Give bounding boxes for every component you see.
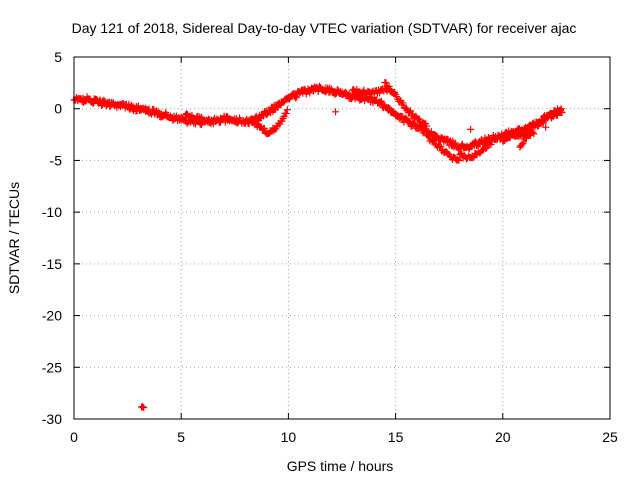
data-point — [437, 142, 445, 150]
plot-frame — [73, 56, 611, 420]
data-point — [544, 114, 552, 122]
data-point — [250, 117, 258, 125]
data-point — [429, 136, 437, 144]
y-tick-labels: -30 -25 -20 -15 -10 -5 0 5 — [42, 49, 62, 427]
data-point — [406, 118, 414, 126]
y-tick-label: -15 — [42, 256, 62, 272]
x-tick-label: 15 — [388, 429, 404, 445]
data-point — [385, 82, 393, 90]
data-point — [526, 127, 534, 135]
y-axis-label: SDTVAR / TECUs — [6, 182, 22, 294]
data-point — [332, 108, 340, 116]
axes — [73, 56, 611, 420]
y-tick-label: -20 — [42, 308, 62, 324]
data-point — [430, 137, 438, 145]
data-point — [283, 106, 291, 114]
x-tick-label: 25 — [602, 429, 618, 445]
data-point — [469, 154, 477, 162]
data-point — [282, 110, 290, 118]
y-tick-label: -25 — [42, 359, 62, 375]
x-axis-label: GPS time / hours — [287, 458, 394, 474]
data-point — [553, 111, 561, 119]
data-point — [455, 157, 463, 165]
data-point — [558, 109, 566, 117]
data-point — [423, 122, 431, 130]
y-tick-label: -5 — [50, 152, 63, 168]
data-point — [518, 140, 526, 148]
data-point — [527, 128, 535, 136]
data-point — [138, 403, 146, 411]
data-point — [528, 123, 536, 131]
data-point — [424, 132, 432, 140]
x-tick-label: 0 — [70, 429, 78, 445]
y-tick-label: -30 — [42, 411, 62, 427]
data-point — [198, 113, 206, 121]
data-point — [538, 117, 546, 125]
y-tick-label: -10 — [42, 204, 62, 220]
data-point — [399, 99, 407, 107]
data-point — [260, 125, 268, 133]
data-points — [70, 78, 566, 412]
data-point — [542, 123, 550, 131]
data-point — [406, 108, 414, 116]
data-point — [467, 125, 475, 133]
data-point — [360, 86, 368, 94]
x-tick-labels: 0 5 10 15 20 25 — [70, 429, 618, 445]
data-point — [457, 150, 465, 158]
y-tick-label: 0 — [54, 101, 62, 117]
x-tick-label: 10 — [281, 429, 297, 445]
y-tick-label: 5 — [54, 49, 62, 65]
data-point — [382, 79, 390, 87]
x-tick-label: 5 — [177, 429, 185, 445]
data-point — [530, 130, 538, 138]
data-point — [454, 155, 462, 163]
data-point — [197, 115, 205, 123]
data-point — [438, 134, 446, 142]
x-tick-label: 20 — [495, 429, 511, 445]
data-point — [487, 141, 495, 149]
chart-title: Day 121 of 2018, Sidereal Day-to-day VTE… — [72, 20, 577, 36]
data-point — [270, 105, 278, 113]
grid-lines — [74, 57, 610, 419]
data-point — [519, 139, 527, 147]
